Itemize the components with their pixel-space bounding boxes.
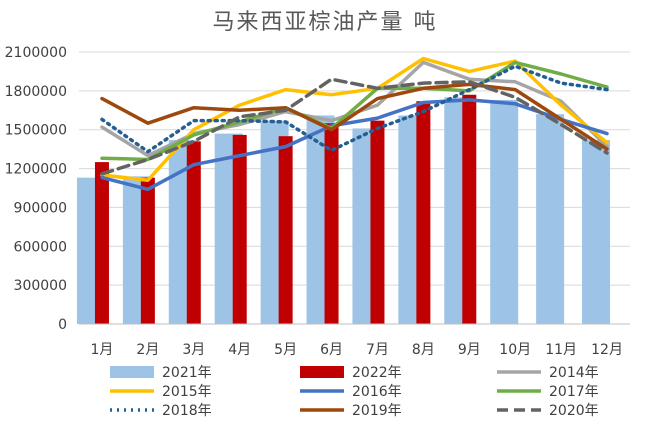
x-tick-label: 6月 xyxy=(320,342,343,358)
legend-label: 2017年 xyxy=(549,384,599,400)
x-tick-label: 2月 xyxy=(136,342,159,358)
bar xyxy=(140,177,155,324)
legend-swatch xyxy=(110,366,154,378)
x-tick-label: 8月 xyxy=(412,342,435,358)
bar xyxy=(94,162,109,324)
x-tick-label: 1月 xyxy=(90,342,113,358)
y-tick-label: 2100000 xyxy=(5,45,67,61)
x-tick-label: 11月 xyxy=(545,342,577,358)
legend-label: 2021年 xyxy=(162,365,212,381)
bar xyxy=(490,99,519,324)
bar xyxy=(370,120,385,325)
series-line xyxy=(100,60,609,162)
x-tick-label: 7月 xyxy=(366,342,389,358)
y-tick-label: 1500000 xyxy=(5,123,67,139)
y-tick-label: 900000 xyxy=(14,200,67,216)
legend-label: 2016年 xyxy=(352,384,402,400)
legend-label: 2018年 xyxy=(162,403,212,419)
series-line xyxy=(100,98,609,192)
series-line xyxy=(100,77,609,176)
bars xyxy=(76,94,611,325)
bar xyxy=(232,134,247,324)
x-tick-label: 5月 xyxy=(274,342,297,358)
bar xyxy=(462,94,477,324)
legend-label: 2022年 xyxy=(352,365,402,381)
bar xyxy=(278,136,293,324)
x-tick-label: 4月 xyxy=(228,342,251,358)
y-tick-label: 600000 xyxy=(14,239,67,255)
legend: 2021年 2022年 2014年 2015年 2016年 2017年 2018年 2019年… xyxy=(110,365,599,419)
bar xyxy=(582,140,611,324)
legend-swatch xyxy=(300,366,344,378)
y-tick-label: 1800000 xyxy=(5,84,67,100)
bar xyxy=(186,141,201,324)
x-tick-label: 10月 xyxy=(499,342,531,358)
bar xyxy=(324,123,339,324)
x-tick-label: 12月 xyxy=(591,342,623,358)
series-line xyxy=(100,64,609,154)
legend-label: 2015年 xyxy=(162,384,212,400)
series-lines xyxy=(100,56,609,192)
bar xyxy=(416,101,431,324)
x-tick-label: 3月 xyxy=(182,342,205,358)
legend-label: 2019年 xyxy=(352,403,402,419)
y-tick-label: 300000 xyxy=(14,278,67,294)
axes: 0 300000 600000 900000 1200000 1500000 1800000… xyxy=(5,45,630,358)
legend-label: 2014年 xyxy=(549,365,599,381)
x-tick-label: 9月 xyxy=(458,342,481,358)
chart-title: 马来西亚棕油产量 吨 xyxy=(212,10,438,35)
legend-label: 2020年 xyxy=(549,403,599,419)
y-tick-label: 1200000 xyxy=(5,162,67,178)
series-line xyxy=(100,82,609,151)
bar xyxy=(536,114,565,325)
y-tick-label: 0 xyxy=(58,317,67,333)
